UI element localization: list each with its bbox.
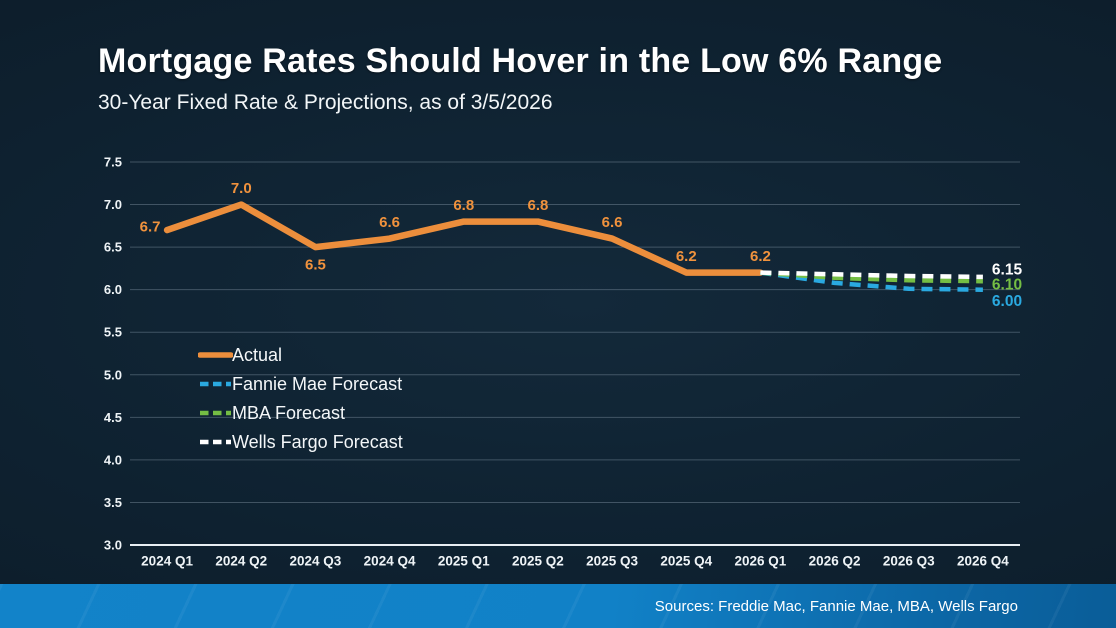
data-label: 6.8: [527, 197, 548, 214]
legend-item-wells-fargo-forecast: Wells Fargo Forecast: [198, 431, 403, 452]
end-labels: 6.006.106.15: [992, 261, 1023, 310]
data-label: 6.5: [305, 257, 326, 274]
x-axis-tick-label: 2025 Q2: [512, 554, 564, 569]
data-labels: 6.7 7.0 6.5 6.6 6.8 6.8 6.6 6.2 6.2: [140, 180, 771, 274]
legend-line-icon: [198, 352, 233, 358]
legend-line-icon: [200, 381, 231, 387]
legend-label: MBA Forecast: [232, 402, 346, 423]
x-axis-tick-label: 2024 Q1: [141, 554, 193, 569]
data-label: 6.7: [140, 219, 161, 236]
x-axis-tick-label: 2026 Q1: [735, 554, 787, 569]
sources-bar: Sources: Freddie Mac, Fannie Mae, MBA, W…: [0, 584, 1116, 628]
data-label: 7.0: [231, 180, 252, 197]
data-label: 6.6: [379, 214, 400, 231]
x-axis-tick-label: 2026 Q4: [957, 554, 1009, 569]
chart-legend: Actual Fannie Mae Forecast MBA Forecast Wel…: [198, 344, 403, 462]
page-title: Mortgage Rates Should Hover in the Low 6…: [98, 42, 943, 80]
series-end-label: 6.10: [992, 277, 1022, 294]
data-label: 6.6: [602, 214, 623, 231]
x-axis-tick-label: 2026 Q3: [883, 554, 935, 569]
y-axis-tick-label: 4.5: [104, 410, 122, 425]
data-label: 6.2: [750, 248, 771, 265]
series-end-label: 6.15: [992, 261, 1023, 278]
legend-item-mba-forecast: MBA Forecast: [198, 402, 403, 423]
x-axis-tick-label: 2026 Q2: [809, 554, 861, 569]
legend-label: Wells Fargo Forecast: [232, 431, 403, 452]
y-axis-tick-label: 3.5: [104, 495, 122, 510]
x-axis-tick-label: 2025 Q4: [660, 554, 712, 569]
sources-text: Sources: Freddie Mac, Fannie Mae, MBA, W…: [654, 597, 1018, 615]
x-axis-tick-label: 2024 Q2: [215, 554, 267, 569]
series-line-actual: [163, 201, 764, 276]
series-line-wells-fargo-forecast: [760, 270, 983, 280]
legend-label: Fannie Mae Forecast: [232, 373, 403, 394]
legend-line-icon: [200, 410, 231, 416]
legend-label: Actual: [232, 344, 283, 365]
x-axis-tick-label: 2024 Q4: [364, 554, 416, 569]
y-axis-tick-label: 7.0: [104, 197, 122, 212]
data-label: 6.2: [676, 248, 697, 265]
x-axis-labels: 2024 Q1 2024 Q2 2024 Q3 2024 Q4 2025 Q1 2025 …: [141, 554, 1009, 569]
x-axis-tick-label: 2025 Q1: [438, 554, 490, 569]
legend-item-fannie-mae-forecast: Fannie Mae Forecast: [198, 373, 403, 394]
y-axis-labels: 3.0 3.5 4.0 4.5 5.0 5.5 6.0 6.5 7.0 7.5: [104, 155, 122, 553]
y-axis-tick-label: 5.5: [104, 325, 122, 340]
y-axis-tick-label: 6.0: [104, 282, 122, 297]
legend-item-actual: Actual: [198, 344, 403, 365]
x-axis-tick-label: 2025 Q3: [586, 554, 638, 569]
legend-line-icon: [200, 439, 231, 445]
y-axis-tick-label: 5.0: [104, 367, 122, 382]
y-axis-tick-label: 3.0: [104, 538, 122, 553]
y-axis-tick-label: 7.5: [104, 155, 122, 170]
y-axis-tick-label: 4.0: [104, 452, 122, 467]
series-end-label: 6.00: [992, 293, 1022, 310]
page-subtitle: 30-Year Fixed Rate & Projections, as of …: [98, 91, 553, 114]
x-axis-tick-label: 2024 Q3: [290, 554, 342, 569]
y-axis-tick-label: 6.5: [104, 240, 122, 255]
gridlines: [130, 161, 1020, 546]
data-label: 6.8: [453, 197, 474, 214]
series-line-fannie-mae-forecast: [760, 270, 983, 292]
